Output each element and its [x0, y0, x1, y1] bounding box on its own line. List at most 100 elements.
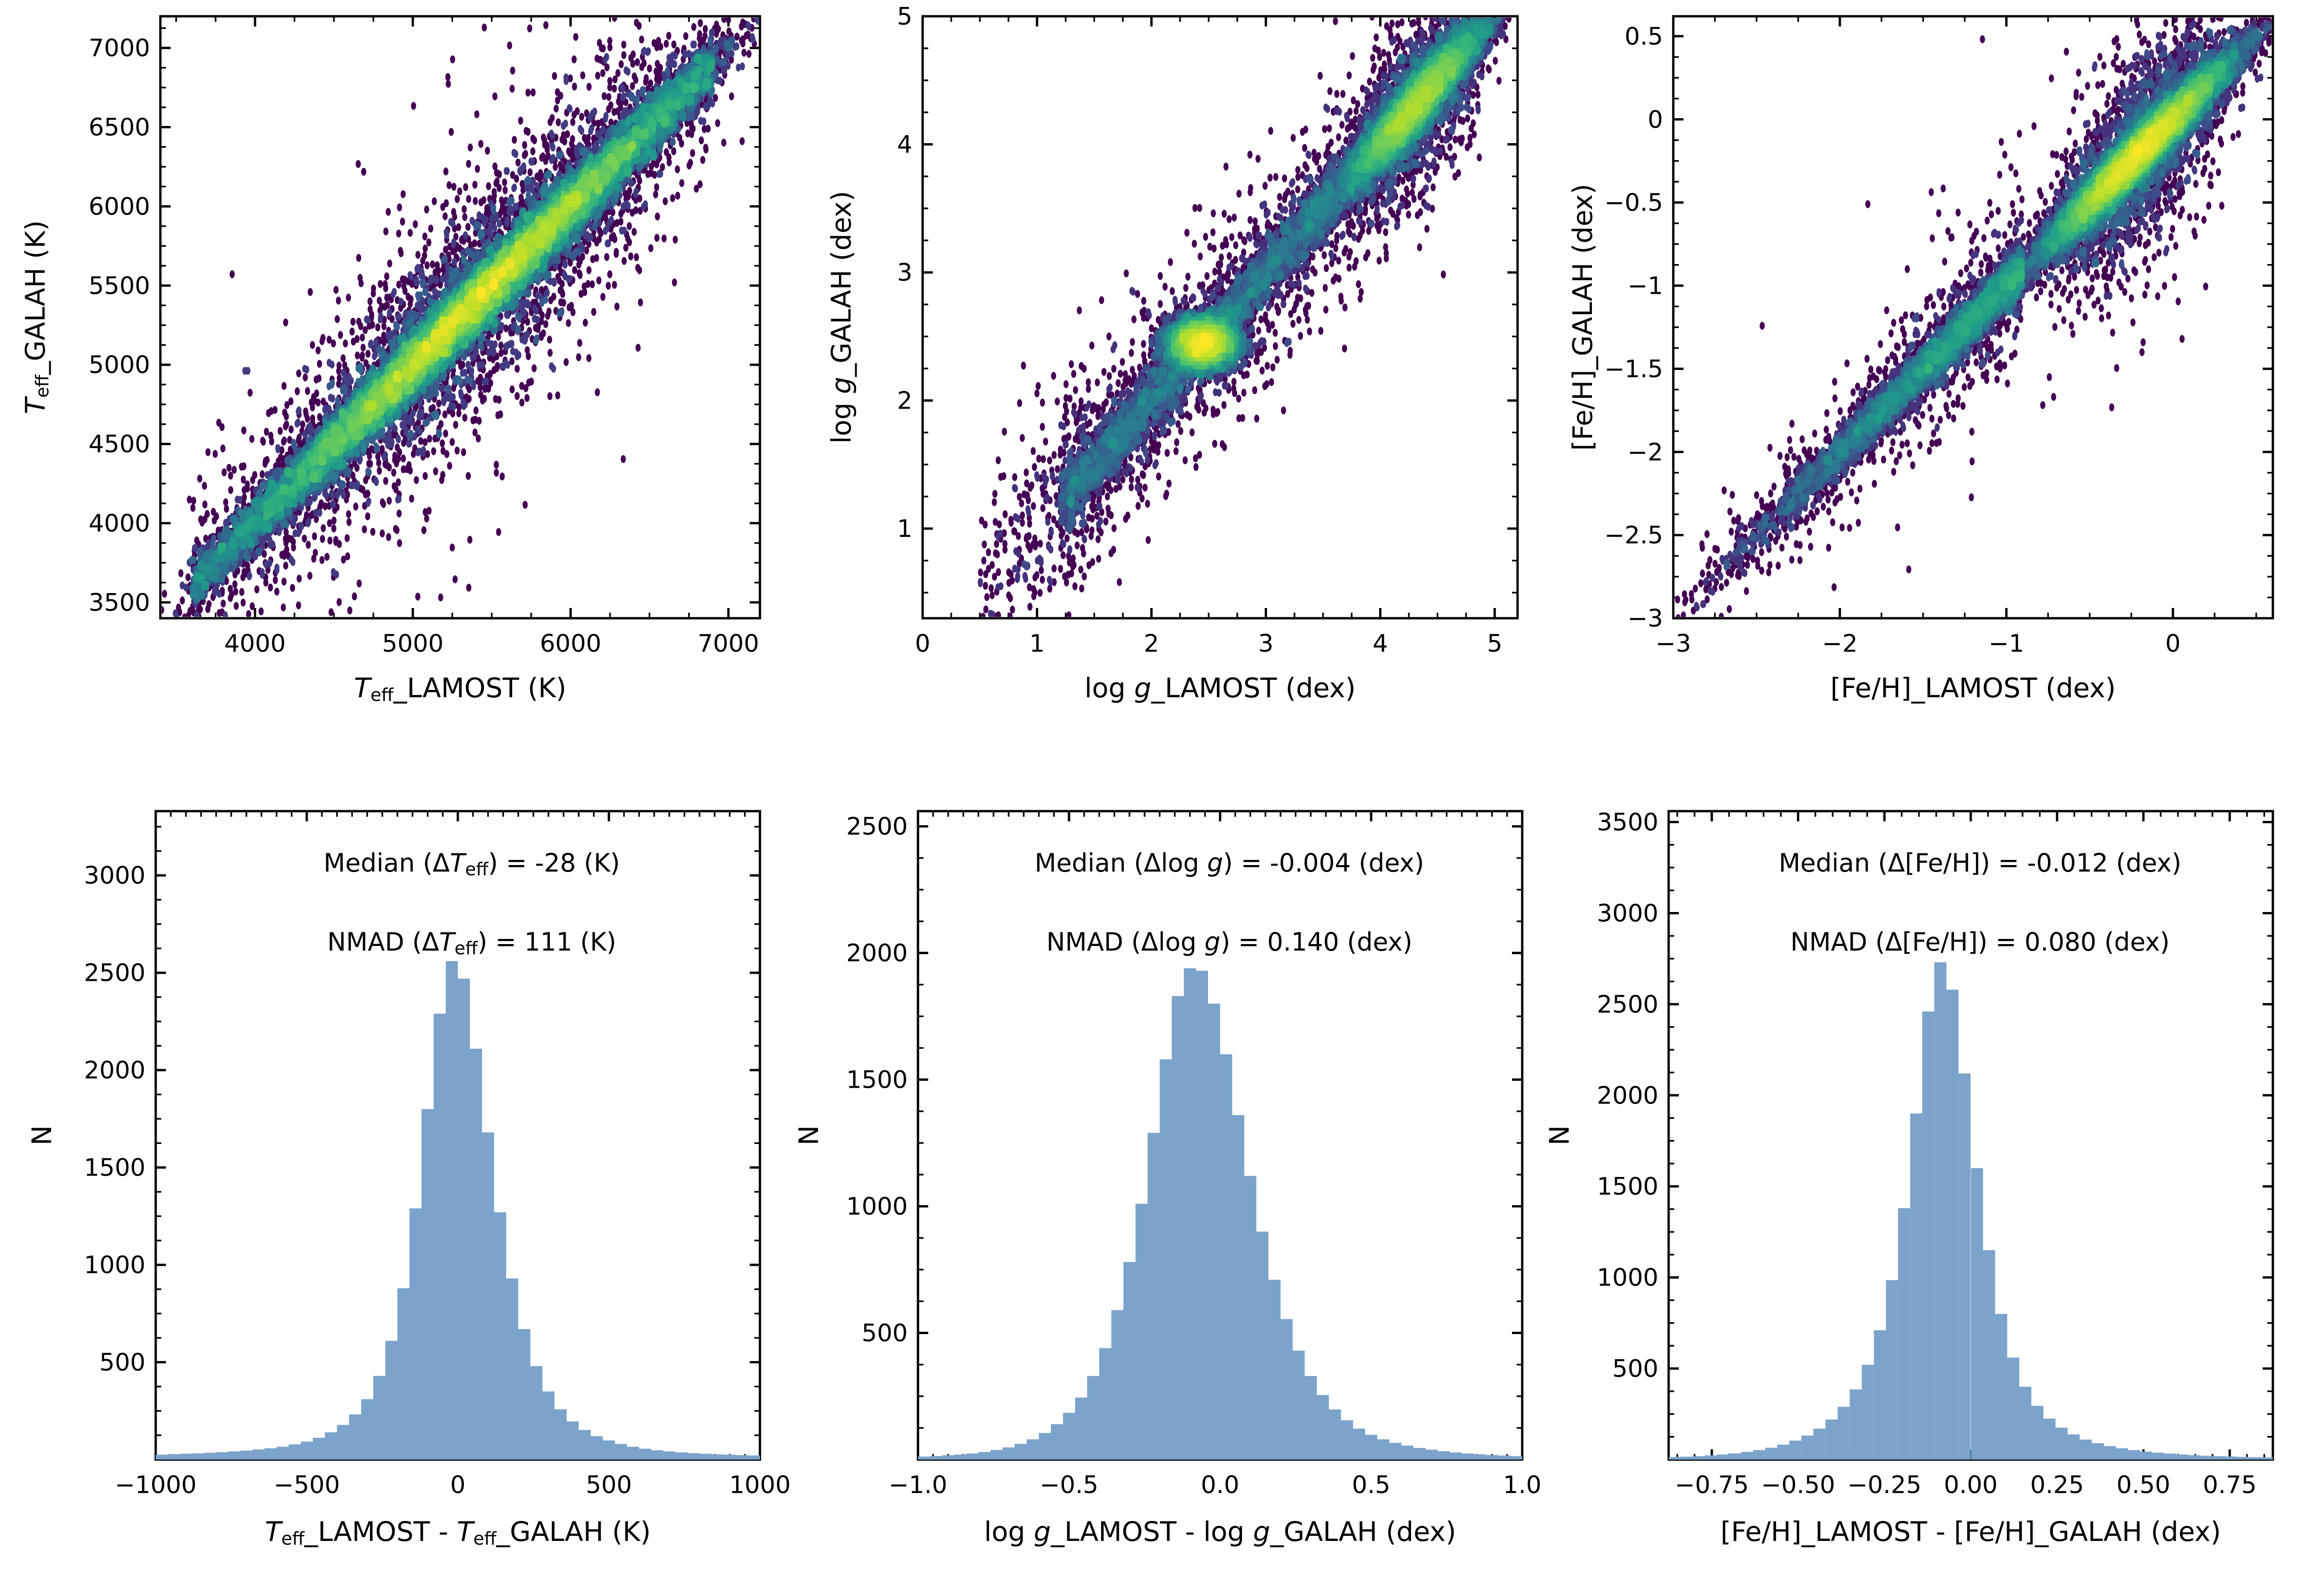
- data-point: [430, 260, 435, 268]
- data-point: [578, 125, 583, 133]
- data-point: [525, 318, 530, 326]
- data-point: [485, 147, 490, 155]
- data-point: [259, 482, 264, 490]
- y-tick-label: 7000: [89, 34, 150, 62]
- data-point: [470, 416, 475, 424]
- data-point: [352, 593, 357, 601]
- data-point: [213, 588, 218, 596]
- data-point: [654, 234, 660, 242]
- data-point: [664, 40, 669, 48]
- data-point: [272, 406, 277, 414]
- data-point: [594, 254, 599, 262]
- data-point: [415, 291, 420, 299]
- data-point: [291, 441, 297, 449]
- data-point: [471, 252, 476, 260]
- data-point: [702, 32, 707, 40]
- y-tick-label: 4000: [89, 510, 150, 538]
- data-point: [336, 297, 341, 304]
- data-point: [359, 376, 364, 383]
- data-point: [573, 33, 578, 41]
- data-point: [614, 219, 620, 227]
- data-point: [608, 101, 614, 109]
- data-point: [672, 278, 677, 286]
- data-point: [482, 24, 487, 32]
- y-tick-label: 4500: [89, 430, 150, 458]
- density-points: [159, 14, 761, 621]
- data-point: [335, 315, 340, 323]
- data-point: [685, 129, 690, 137]
- data-point: [241, 476, 246, 483]
- data-point: [515, 312, 520, 320]
- data-point: [368, 297, 373, 305]
- data-point: [241, 427, 246, 435]
- data-point: [634, 19, 639, 26]
- data-point: [337, 374, 342, 382]
- data-point: [377, 467, 382, 475]
- data-point: [604, 253, 609, 261]
- data-point: [383, 227, 389, 235]
- data-point: [457, 378, 462, 386]
- data-point: [444, 232, 449, 240]
- data-point: [478, 383, 483, 391]
- data-point: [615, 107, 621, 115]
- data-point: [630, 82, 635, 90]
- data-point: [628, 252, 634, 260]
- data-point: [504, 219, 509, 227]
- data-point: [248, 389, 253, 397]
- data-point: [307, 572, 312, 580]
- data-point: [235, 496, 240, 503]
- data-point: [221, 600, 226, 608]
- data-point: [535, 291, 540, 299]
- data-point: [401, 439, 406, 447]
- data-point: [722, 58, 727, 66]
- data-point: [549, 114, 555, 122]
- data-point: [635, 58, 640, 66]
- data-point: [357, 274, 363, 282]
- data-point: [255, 548, 260, 555]
- data-point: [355, 464, 360, 472]
- data-point: [496, 528, 501, 536]
- data-point: [411, 409, 416, 417]
- data-point: [415, 593, 420, 601]
- data-point: [676, 125, 681, 132]
- data-point: [588, 233, 594, 241]
- data-point: [324, 492, 329, 500]
- data-point: [397, 448, 402, 456]
- data-point: [380, 529, 385, 537]
- data-point: [413, 220, 418, 228]
- data-point: [661, 235, 667, 243]
- data-point: [638, 162, 643, 170]
- data-point: [505, 342, 510, 350]
- data-point: [635, 344, 640, 352]
- data-point: [267, 559, 272, 567]
- data-point: [491, 204, 496, 212]
- data-point: [395, 526, 400, 534]
- data-point: [306, 541, 311, 549]
- data-point: [353, 502, 358, 510]
- data-point: [357, 580, 362, 588]
- data-point: [528, 168, 533, 176]
- data-point: [569, 302, 574, 310]
- data-point: [634, 188, 639, 196]
- data-point: [746, 21, 751, 29]
- data-point: [667, 153, 672, 161]
- data-point: [530, 88, 535, 96]
- data-point: [499, 349, 504, 357]
- data-point: [691, 23, 696, 31]
- data-point: [191, 556, 197, 564]
- data-point: [519, 399, 524, 407]
- data-point: [655, 212, 660, 220]
- data-point: [666, 32, 671, 40]
- data-point: [420, 257, 425, 264]
- data-point: [603, 115, 608, 123]
- data-point: [621, 257, 627, 265]
- data-point: [740, 19, 745, 26]
- data-point: [436, 430, 441, 438]
- data-point: [423, 438, 428, 446]
- data-point: [282, 382, 287, 390]
- data-point: [360, 334, 365, 342]
- data-point: [587, 83, 592, 91]
- data-point: [321, 397, 326, 405]
- data-point: [384, 272, 390, 280]
- data-point: [457, 187, 462, 195]
